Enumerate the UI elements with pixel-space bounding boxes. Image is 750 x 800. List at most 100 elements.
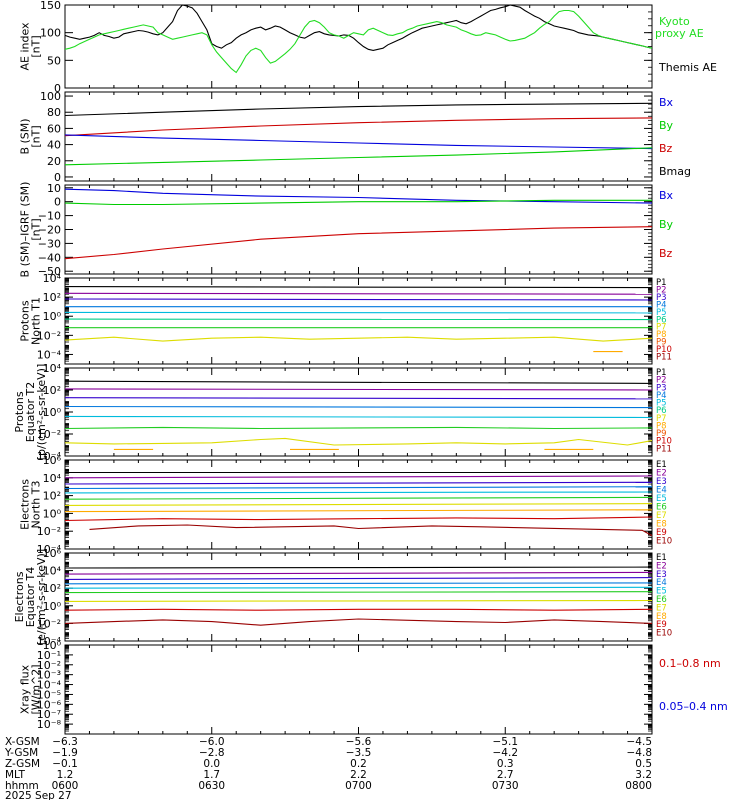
legend-item: Kyoto: [659, 15, 690, 28]
y-tick-label: 100: [40, 27, 61, 40]
y-tick-label: 10⁻⁵: [37, 688, 61, 701]
y-tick-label: 10⁰: [43, 600, 62, 613]
panel-frame: [64, 91, 653, 182]
y-axis-label-line: [e/(cm²-s-sr-keV)]: [35, 549, 48, 645]
y-tick-label: 10⁻²: [37, 617, 61, 630]
y-tick-label: 150: [40, 0, 61, 12]
legend-item: Bx: [659, 189, 674, 202]
legend-item: E5: [656, 587, 667, 597]
y-axis-label-line: B (SM): [19, 118, 32, 154]
panel-frame: [64, 644, 653, 735]
series-themis-ae: [64, 4, 653, 51]
series-kyoto-proxy-ae: [64, 9, 653, 74]
legend-item: E4: [656, 486, 667, 496]
y-axis-label-line: Electrons: [13, 571, 26, 622]
series-e4: [64, 582, 653, 585]
x-tick-value: −4.2: [493, 747, 519, 759]
legend-item: Bz: [659, 142, 673, 155]
y-tick-label: 20: [47, 155, 61, 168]
y-axis-label-line: North T3: [30, 481, 43, 529]
series-e8: [64, 608, 653, 611]
series-p6: [64, 318, 653, 321]
x-tick-value: 0730: [492, 780, 519, 792]
x-tick-value: 1.2: [57, 769, 74, 781]
legend-item: P10: [656, 437, 672, 447]
y-tick-label: 10⁻⁴: [37, 450, 62, 463]
y-tick-label: 10⁴: [43, 565, 62, 578]
legend-item: E2: [656, 561, 667, 571]
y-tick-label: −30: [38, 237, 61, 250]
series-bx: [64, 134, 653, 150]
x-tick-value: −2.8: [199, 747, 225, 759]
series-e6: [64, 496, 653, 500]
x-row-label: X-GSM: [5, 736, 40, 748]
y-axis-label-line: [nT]: [30, 35, 43, 57]
legend-item: E8: [656, 612, 667, 622]
legend-item: E7: [656, 511, 667, 521]
legend-item: P1: [656, 278, 667, 288]
legend-item: P4: [656, 391, 667, 401]
series-e5: [64, 586, 653, 589]
legend-item: P6: [656, 406, 667, 416]
y-tick-label: 10⁻²: [37, 659, 61, 672]
series-p2: [64, 388, 653, 391]
legend-item: E3: [656, 570, 667, 580]
y-tick-label: 10²: [43, 490, 61, 503]
legend-item: E9: [656, 620, 667, 630]
x-tick-value: 0630: [198, 780, 225, 792]
y-axis-label-line: [nT]: [30, 125, 43, 147]
legend-item: Bx: [659, 96, 674, 109]
x-tick-value: 3.2: [635, 769, 652, 781]
y-tick-label: 10⁴: [43, 472, 62, 485]
y-tick-label: 10⁻⁷: [37, 708, 61, 721]
x-tick-value: −6.3: [52, 736, 78, 748]
legend-item: 0.1–0.8 nm: [659, 657, 721, 670]
y-axis-label-line: [W/m^2]: [30, 664, 43, 714]
series-e10: [89, 524, 653, 537]
y-tick-label: −10: [38, 210, 61, 223]
x-tick-value: 0.2: [350, 758, 367, 770]
y-axis-label-line: [p/(cm²-s-sr-keV)]: [35, 364, 48, 461]
legend-item: E5: [656, 494, 667, 504]
y-tick-label: −50: [38, 265, 61, 278]
legend-item: P4: [656, 300, 667, 310]
series-e7: [64, 599, 653, 602]
series-e1: [64, 566, 653, 569]
y-tick-label: 10⁻⁸: [37, 718, 62, 731]
x-tick-value: 0600: [52, 780, 79, 792]
legend-item: E6: [656, 595, 667, 605]
series-bz: [64, 226, 653, 260]
legend-item: E6: [656, 503, 667, 513]
legend-item: E10: [656, 537, 672, 547]
x-tick-value: 1.7: [203, 769, 220, 781]
legend-item: 0.05–0.4 nm: [659, 700, 728, 713]
legend-item: P11: [656, 444, 672, 454]
series-e7: [64, 503, 653, 506]
y-axis-label-line: AE index: [19, 22, 32, 71]
y-tick-label: 10⁶: [43, 454, 62, 467]
legend-item: Bmag: [659, 165, 691, 178]
series-bx: [64, 188, 653, 204]
y-tick-label: −20: [38, 224, 61, 237]
y-tick-label: 10⁰: [43, 507, 62, 520]
x-tick-value: 0.5: [635, 758, 652, 770]
series-p1: [64, 286, 653, 289]
y-tick-label: 10⁴: [43, 272, 62, 285]
x-tick-value: −3.5: [346, 747, 372, 759]
x-tick-value: 0800: [625, 780, 652, 792]
y-tick-label: 10⁻⁴: [37, 679, 62, 692]
legend-item: E4: [656, 578, 667, 588]
y-axis-label-line: Protons: [19, 300, 32, 341]
y-tick-label: 10⁻⁴: [37, 348, 62, 361]
series-p1: [64, 380, 653, 384]
y-tick-label: 80: [47, 106, 61, 119]
x-row-label: 2025 Sep 27: [5, 790, 72, 800]
legend-item: E8: [656, 520, 667, 530]
series-p3: [64, 298, 653, 301]
y-tick-label: 0: [54, 82, 61, 95]
y-tick-label: 60: [47, 122, 61, 135]
y-tick-label: 10⁻⁶: [37, 698, 62, 711]
x-row-label: MLT: [5, 769, 25, 781]
